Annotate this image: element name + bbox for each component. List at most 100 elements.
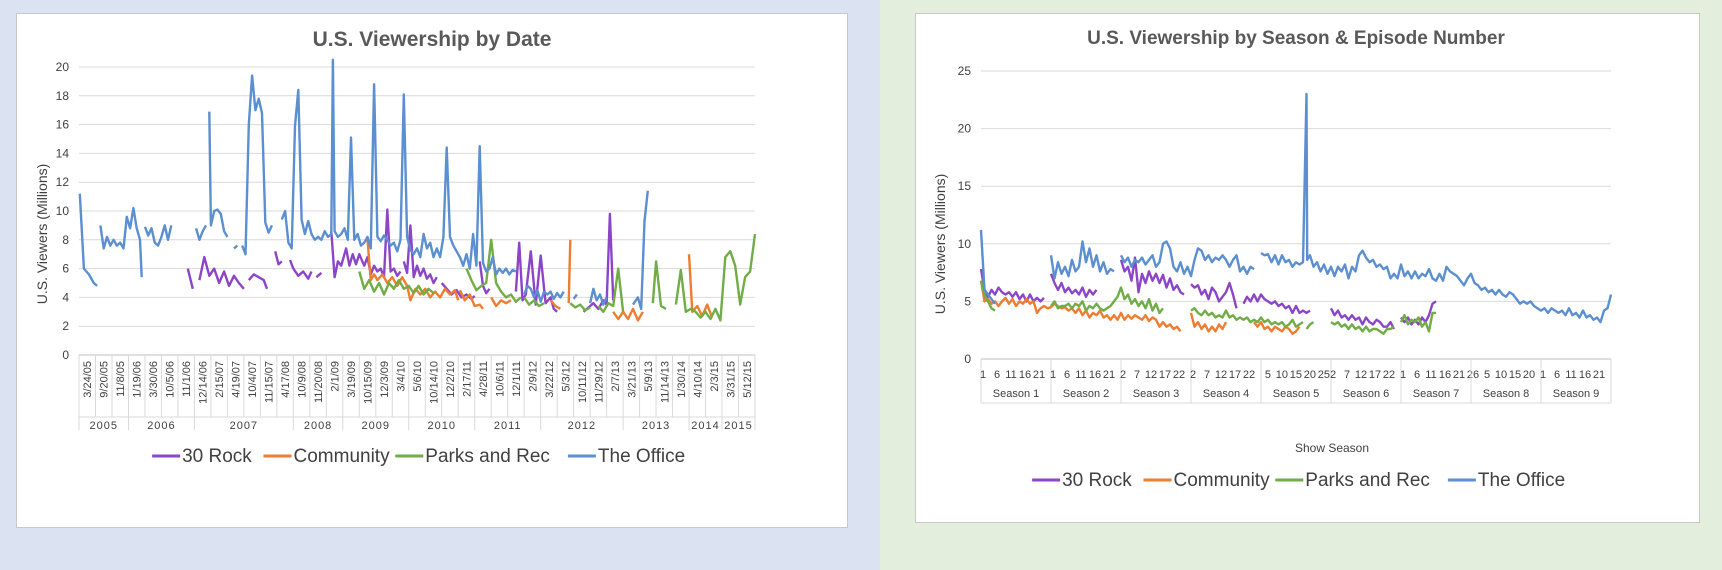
episode-tick-label: 1: [1540, 369, 1546, 381]
episode-tick-label: 11: [1075, 369, 1086, 381]
y-tick-label: 20: [958, 122, 972, 136]
series-line: [1330, 320, 1395, 335]
y-tick-label: 18: [56, 89, 70, 103]
year-label: 2009: [362, 420, 390, 432]
x-tick-label: 3/24/05: [82, 361, 94, 398]
series-line: [458, 289, 484, 310]
episode-tick-label: 22: [1383, 369, 1395, 381]
x-tick-label: 1/30/14: [676, 361, 688, 398]
x-tick-label: 10/6/11: [494, 361, 506, 397]
x-tick-label: 9/20/05: [99, 361, 111, 398]
series-line: [1329, 307, 1396, 330]
series-line: [198, 255, 245, 290]
series-line: [567, 239, 572, 304]
x-tick-label: 2/7/13: [610, 361, 622, 392]
series-line: [366, 239, 460, 302]
episode-tick-label: 17: [1369, 369, 1381, 381]
episode-tick-label: 12: [1145, 369, 1157, 381]
plot-area: [78, 58, 757, 322]
season-label: Season 5: [1273, 388, 1319, 400]
y-tick-label: 6: [62, 262, 69, 276]
y-axis-label: U.S. Viewers (Millions): [932, 174, 948, 315]
series-line: [143, 224, 173, 247]
episode-tick-label: 20: [1304, 369, 1316, 381]
y-tick-label: 0: [62, 348, 69, 362]
season-label: Season 6: [1343, 388, 1389, 400]
series-line: [597, 267, 625, 313]
episode-tick-label: 17: [1229, 369, 1241, 381]
episode-tick-label: 6: [1414, 369, 1420, 381]
y-tick-label: 12: [56, 175, 70, 189]
year-label: 2010: [427, 420, 455, 432]
x-axis: 3/24/05 9/20/05 11/8/05 1/19/06 3/30/06 10/5/…: [78, 355, 756, 432]
year-label: 2008: [304, 420, 332, 432]
chart-date: U.S. Viewership by Date U.S. Viewers (Mi…: [34, 28, 757, 467]
series-line: [1049, 240, 1115, 280]
episode-tick-label: 10: [1276, 369, 1288, 381]
episode-tick-label: 17: [1159, 369, 1171, 381]
x-tick-label: 3/22/12: [544, 361, 556, 398]
legend: 30 Rock Community Parks and Rec The Office: [1032, 470, 1565, 491]
x-tick-label: 3/21/13: [626, 361, 638, 398]
series-line: [315, 271, 323, 279]
episode-tick-label: 21: [1103, 369, 1115, 381]
season-label: Season 9: [1553, 388, 1599, 400]
episode-tick-label: 22: [1173, 369, 1185, 381]
x-tick-label: 10/11/12: [577, 361, 589, 403]
x-tick-label: 11/14/13: [659, 361, 671, 403]
series-line: [233, 244, 239, 250]
episode-tick-label: 2: [1120, 369, 1126, 381]
legend-entry: Parks and Rec: [425, 446, 550, 467]
y-tick-label: 10: [56, 204, 70, 218]
episode-tick-label: 16: [1439, 369, 1451, 381]
episode-tick-label: 1: [980, 369, 986, 381]
gridlines: 0 5 10 15 20 25: [958, 64, 1611, 366]
x-tick-label: 11/29/12: [593, 361, 605, 403]
series-line: [523, 284, 565, 303]
series-community: [366, 239, 714, 322]
episode-tick-label: 21: [1593, 369, 1605, 381]
series-line: [1190, 307, 1304, 328]
y-tick-label: 14: [56, 146, 70, 160]
legend-entry: 30 Rock: [182, 446, 252, 467]
chart-title: U.S. Viewership by Season & Episode Numb…: [1087, 28, 1505, 49]
episode-tick-label: 22: [1243, 369, 1255, 381]
y-tick-label: 10: [958, 237, 972, 251]
y-tick-label: 16: [56, 118, 70, 132]
episode-tick-label: 15: [1290, 369, 1302, 381]
series-parks-and-rec: [979, 280, 1436, 335]
series-line: [1305, 321, 1315, 330]
series-community: [979, 280, 1301, 335]
x-tick-label: 5/6/10: [412, 361, 424, 392]
legend-entry: Community: [294, 446, 391, 467]
episode-tick-label: 7: [1344, 369, 1350, 381]
series-line: [1119, 240, 1255, 278]
y-axis-label: U.S. Viewers (Millions): [34, 164, 50, 305]
x-tick-label: 12/1/11: [511, 361, 523, 397]
episode-tick-label: 12: [1355, 369, 1367, 381]
year-label: 2012: [568, 420, 596, 432]
series-line: [632, 190, 649, 311]
season-label: Season 8: [1483, 388, 1529, 400]
x-tick-label: 5/9/13: [643, 361, 655, 392]
gridlines: 0 2 4 6 8 10 12 14 16 18 20: [56, 60, 755, 362]
x-tick-label: 1/19/06: [132, 361, 144, 398]
legend-entry: Parks and Rec: [1305, 470, 1430, 491]
series-line: [979, 280, 1182, 333]
series-line: [1260, 92, 1613, 324]
x-tick-label: 12/3/09: [379, 361, 391, 398]
x-tick-label: 4/19/07: [231, 361, 243, 398]
y-tick-label: 8: [62, 233, 69, 247]
year-label: 2011: [494, 420, 522, 432]
year-label: 2015: [724, 420, 752, 432]
x-tick-label: 12/14/06: [198, 361, 210, 404]
legend-entry: The Office: [598, 446, 685, 467]
episode-tick-label: 26: [1467, 369, 1479, 381]
x-tick-label: 10/9/08: [297, 361, 309, 398]
episode-tick-label: 21: [1033, 369, 1045, 381]
season-label: Season 2: [1063, 388, 1109, 400]
chart-date-card: U.S. Viewership by Date U.S. Viewers (Mi…: [16, 13, 848, 528]
year-label: 2006: [147, 420, 175, 432]
series-line: [1119, 256, 1185, 296]
